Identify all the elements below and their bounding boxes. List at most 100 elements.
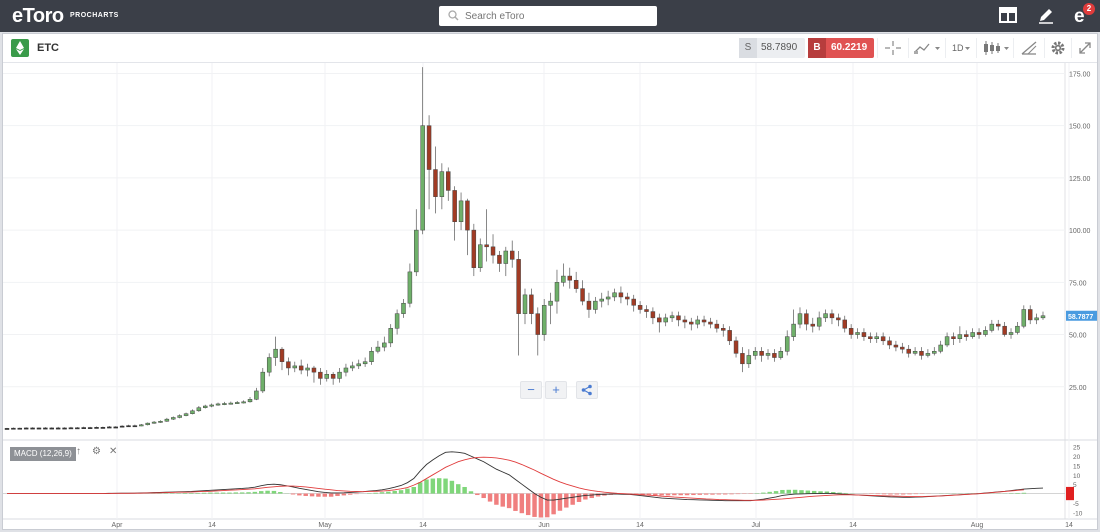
macd-histogram-bar bbox=[290, 493, 296, 495]
candle-body bbox=[68, 427, 74, 430]
candle-body bbox=[970, 332, 975, 337]
candle-body bbox=[62, 427, 67, 430]
macd-histogram-bar bbox=[220, 492, 226, 494]
candle-body bbox=[721, 328, 726, 331]
candle-body bbox=[458, 200, 464, 223]
gear-icon[interactable]: ⚙ bbox=[92, 446, 101, 457]
macd-histogram-bar bbox=[328, 493, 334, 497]
macd-histogram-bar bbox=[309, 493, 315, 497]
close-icon[interactable]: ✕ bbox=[109, 446, 118, 457]
candle-body bbox=[810, 323, 816, 327]
candle-body bbox=[625, 296, 630, 300]
buy-button[interactable]: B 60.2219 bbox=[808, 38, 874, 58]
search-box[interactable] bbox=[439, 6, 657, 26]
fullscreen-button[interactable] bbox=[1071, 38, 1098, 58]
macd-histogram-bar bbox=[907, 493, 912, 495]
etoro-logo[interactable]: eToro bbox=[12, 5, 64, 27]
macd-histogram-bar bbox=[443, 478, 448, 494]
macd-histogram-bar bbox=[659, 493, 664, 496]
macd-histogram-bar bbox=[888, 493, 893, 495]
candle-body bbox=[241, 401, 246, 404]
macd-pane: 25 20 15 10 5 -5 -10 bbox=[3, 445, 1083, 518]
candle-body bbox=[752, 351, 758, 356]
candle-body bbox=[203, 405, 208, 408]
price-chart[interactable]: 25.00 50.00 75.00 100.00 125.00 150.00 175.00 5… bbox=[3, 63, 1097, 529]
candle-body bbox=[957, 334, 963, 339]
sell-button[interactable]: S 58.7890 bbox=[739, 38, 805, 58]
buy-price: 60.2219 bbox=[831, 42, 868, 53]
candle-body bbox=[932, 351, 937, 354]
candle-body bbox=[318, 371, 323, 379]
candle-body bbox=[650, 311, 656, 319]
candle-body bbox=[1021, 309, 1027, 327]
svg-text:e: e bbox=[1074, 6, 1085, 26]
timeframe-label: 1D bbox=[952, 43, 964, 53]
candle-body bbox=[87, 427, 93, 429]
macd-histogram-bar bbox=[634, 493, 639, 495]
layout-icon[interactable] bbox=[999, 6, 1017, 29]
candle-body bbox=[273, 348, 278, 358]
candle-body bbox=[983, 330, 988, 335]
candle-body bbox=[350, 365, 355, 369]
chart-type-dropdown[interactable] bbox=[976, 38, 1013, 58]
settings-button[interactable] bbox=[1044, 38, 1071, 58]
macd-histogram-bar bbox=[195, 492, 200, 494]
share-button[interactable] bbox=[576, 381, 598, 399]
macd-histogram-bar bbox=[678, 493, 683, 496]
candle-body bbox=[1002, 325, 1007, 335]
candle-body bbox=[1008, 332, 1014, 335]
candle-body bbox=[733, 340, 739, 354]
crosshair-button[interactable] bbox=[877, 38, 908, 58]
macd-histogram-bar bbox=[462, 486, 467, 494]
candle-body bbox=[11, 427, 16, 430]
macd-histogram-bar bbox=[735, 493, 741, 495]
time-tick-label: Apr bbox=[112, 522, 124, 529]
notification-badge: 2 bbox=[1083, 3, 1095, 15]
macd-histogram-bar bbox=[684, 493, 690, 496]
macd-histogram-bar bbox=[665, 493, 671, 496]
macd-histogram-bar bbox=[386, 491, 391, 494]
candle-body bbox=[989, 323, 995, 331]
macd-histogram-bar bbox=[246, 492, 251, 494]
macd-histogram-bar bbox=[259, 491, 264, 494]
macd-histogram-bar bbox=[500, 493, 505, 507]
macd-histogram-bar bbox=[278, 492, 283, 494]
candle-body bbox=[804, 313, 809, 325]
instrument-symbol[interactable]: ETC bbox=[37, 42, 59, 54]
candle-body bbox=[682, 319, 688, 323]
drawing-tools-button[interactable] bbox=[1013, 38, 1044, 58]
arrow-up-icon[interactable]: ↑ bbox=[76, 446, 81, 457]
macd-histogram-bar bbox=[532, 493, 537, 517]
macd-histogram-bar bbox=[583, 493, 588, 500]
zoom-out-button[interactable]: − bbox=[520, 381, 542, 399]
candle-body bbox=[868, 336, 873, 339]
edit-pencil-icon[interactable] bbox=[1037, 6, 1055, 29]
macd-histogram-bar bbox=[201, 492, 207, 494]
candle-body bbox=[605, 296, 611, 300]
macd-indicator-label[interactable]: MACD (12,26,9) bbox=[10, 447, 76, 461]
candle-body bbox=[177, 415, 182, 418]
candle-body bbox=[420, 125, 425, 231]
zoom-in-button[interactable]: + bbox=[545, 381, 567, 399]
candle-body bbox=[164, 418, 170, 422]
price-tick-label: 50.00 bbox=[1069, 333, 1087, 340]
candle-body bbox=[43, 427, 48, 430]
etoro-notifications-icon[interactable]: e 2 bbox=[1073, 3, 1095, 31]
search-icon bbox=[448, 10, 459, 21]
macd-histogram-bar bbox=[710, 493, 715, 495]
macd-signal-line bbox=[7, 456, 1024, 501]
macd-histogram-bar bbox=[456, 484, 461, 494]
search-input[interactable] bbox=[465, 8, 645, 24]
macd-histogram-bar bbox=[525, 493, 531, 516]
candle-body bbox=[746, 355, 752, 365]
macd-histogram-bar bbox=[449, 480, 455, 494]
chart-window: ETC S 58.7890 B 60.2219 1D bbox=[2, 33, 1098, 530]
macd-histogram-bar bbox=[513, 493, 518, 511]
macd-histogram-bar bbox=[354, 493, 359, 495]
time-tick-label: Jul bbox=[752, 522, 761, 529]
candle-body bbox=[132, 425, 138, 428]
macd-histogram-bar bbox=[208, 492, 213, 494]
timeframe-dropdown[interactable]: 1D bbox=[945, 38, 976, 58]
compare-button[interactable] bbox=[908, 38, 945, 58]
candle-body bbox=[631, 298, 636, 306]
